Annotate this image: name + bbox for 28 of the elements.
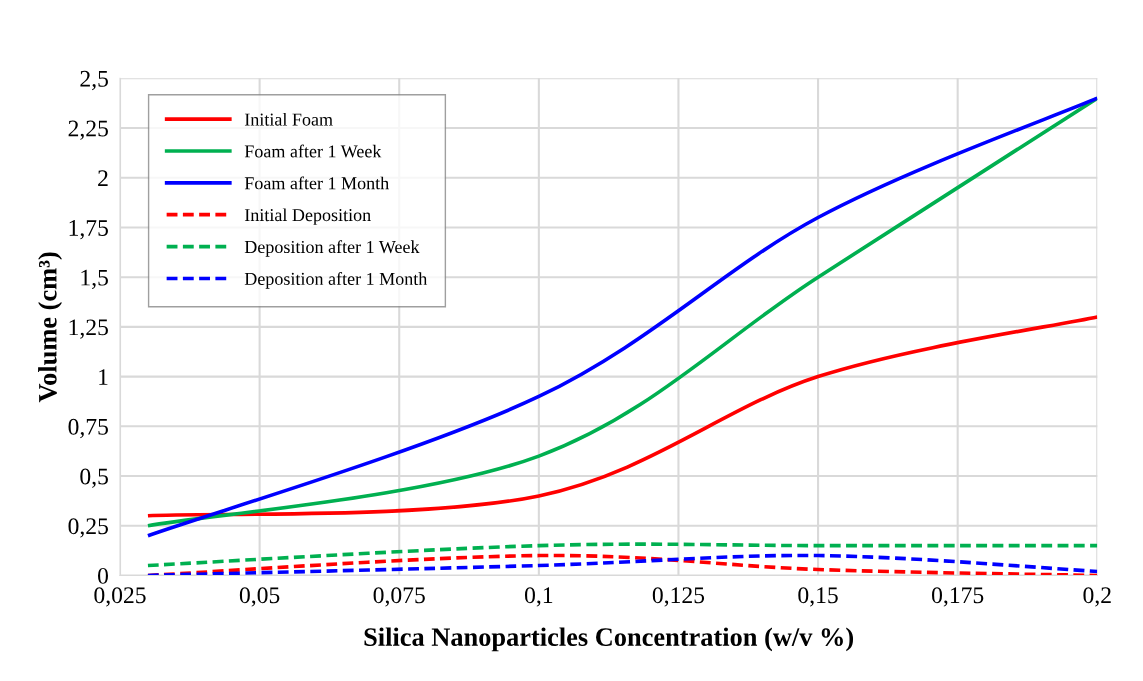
y-tick-label: 1,5 (81, 269, 108, 289)
x-tick-label: 0,025 (94, 587, 146, 607)
legend-label: Foam after 1 Week (244, 144, 382, 158)
x-tick-label: 0,1 (524, 587, 553, 607)
y-tick-label: 0,75 (68, 418, 108, 439)
x-axis-title: Silica Nanoparticles Concentration (w/v %) (364, 627, 854, 652)
x-tick-label: 0,15 (798, 587, 838, 607)
y-tick-label: 2 (98, 170, 108, 186)
legend-label: Foam after 1 Month (244, 176, 389, 190)
x-tick-label: 0,2 (1083, 587, 1111, 607)
x-tick-label: 0,125 (652, 587, 705, 607)
y-tick-label: 0,5 (80, 468, 108, 488)
legend-label: Deposition after 1 Month (244, 272, 428, 289)
y-tick-label: 1,25 (69, 319, 108, 339)
legend-label: Deposition after 1 Week (244, 240, 420, 257)
y-tick-label: 0,25 (68, 518, 108, 538)
y-axis-title: Volume (cm³) (38, 252, 63, 403)
x-tick-label: 0,05 (239, 587, 280, 607)
x-tick-label: 0,075 (373, 587, 425, 607)
y-tick-label: 2,5 (80, 70, 108, 91)
legend-label: Initial Deposition (244, 208, 371, 225)
x-tick-label: 0,175 (932, 587, 984, 607)
line-series (146, 315, 1098, 518)
y-tick-label: 2,25 (68, 120, 108, 140)
y-tick-label: 0 (98, 567, 108, 584)
y-tick-label: 1 (99, 369, 108, 385)
legend-label: Initial Foam (244, 112, 333, 126)
y-tick-label: 1,75 (69, 220, 108, 240)
